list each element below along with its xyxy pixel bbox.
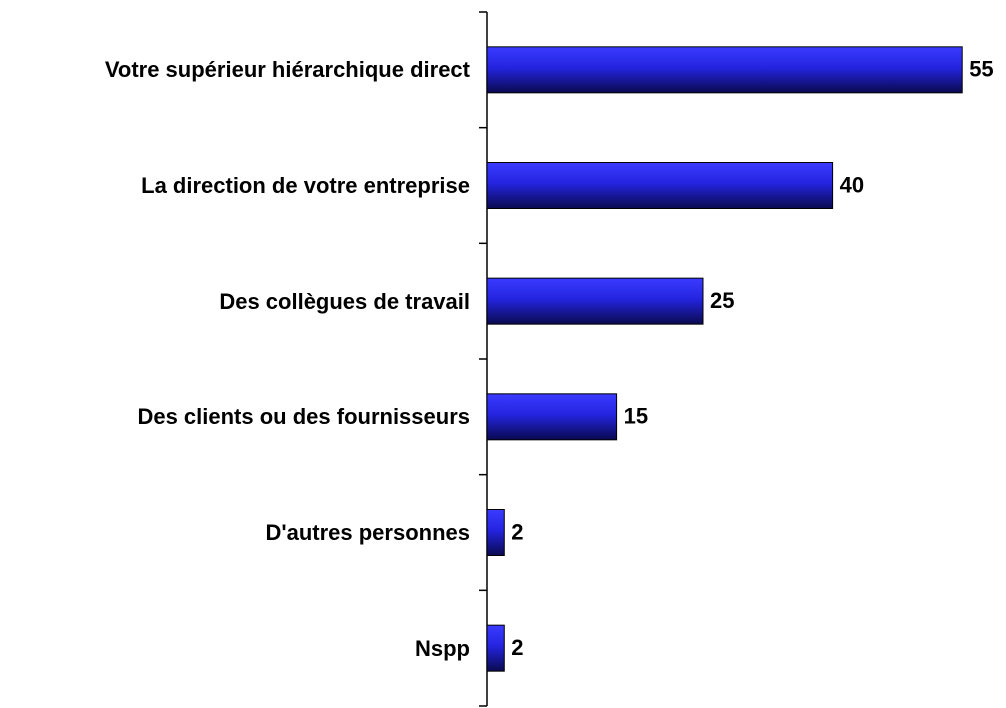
value-label: 40 bbox=[840, 172, 864, 197]
category-label-box: La direction de votre entreprise bbox=[10, 136, 470, 236]
category-label-box: D'autres personnes bbox=[10, 483, 470, 583]
bar bbox=[486, 277, 704, 325]
value-label: 55 bbox=[969, 57, 993, 82]
bar bbox=[486, 162, 834, 209]
category-label: D'autres personnes bbox=[265, 520, 470, 545]
bar bbox=[486, 624, 505, 672]
bar bbox=[486, 393, 618, 441]
category-label: Votre supérieur hiérarchique direct bbox=[104, 57, 470, 83]
value-label: 25 bbox=[710, 288, 734, 313]
category-label: La direction de votre entreprise bbox=[141, 173, 470, 198]
value-label: 15 bbox=[624, 404, 648, 429]
category-label: Nspp bbox=[415, 635, 470, 661]
category-label: Des collègues de travail bbox=[219, 288, 470, 314]
value-label: 2 bbox=[511, 519, 523, 544]
category-label-box: Des collègues de travail bbox=[10, 251, 470, 351]
category-label-box: Votre supérieur hiérarchique direct bbox=[10, 20, 470, 120]
category-label-box: Des clients ou des fournisseurs bbox=[10, 367, 470, 467]
category-label: Des clients ou des fournisseurs bbox=[137, 404, 470, 430]
bar bbox=[486, 509, 505, 556]
category-label-box: Nspp bbox=[10, 598, 470, 698]
value-label: 2 bbox=[511, 635, 523, 660]
bar bbox=[486, 46, 963, 94]
